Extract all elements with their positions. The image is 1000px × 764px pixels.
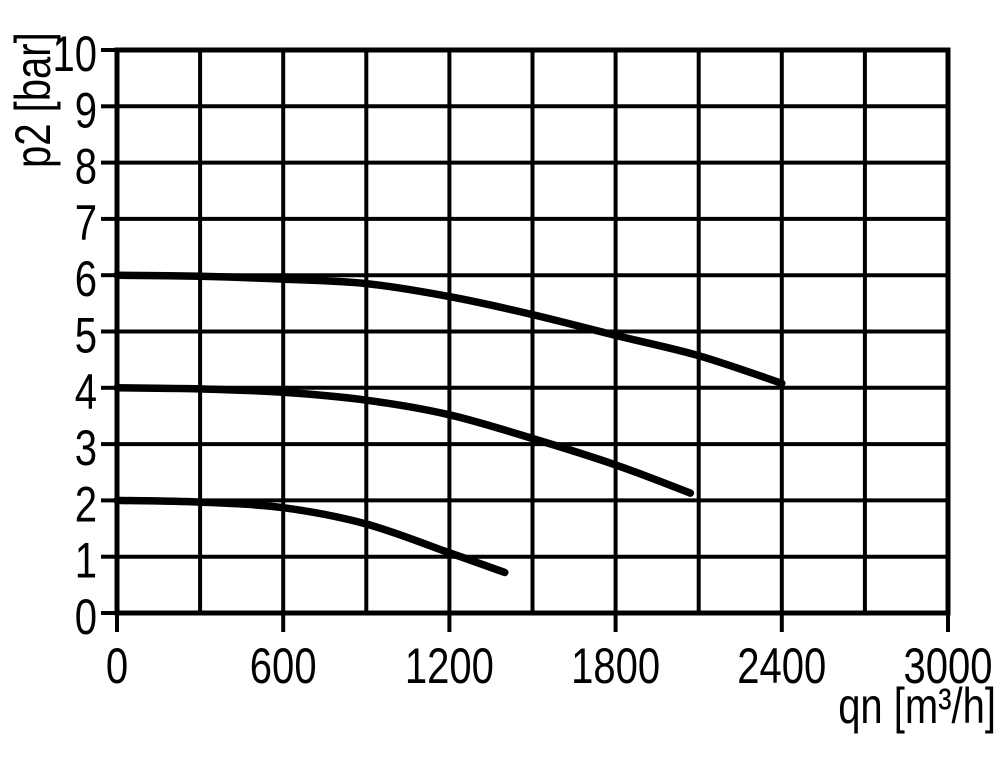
y-tick-label: 8 (75, 139, 97, 195)
x-tick-label: 600 (250, 638, 317, 694)
axis-label-layer: p2 [bar] qn [m³/h] (5, 32, 996, 734)
y-tick-label: 3 (75, 420, 97, 476)
y-tick-label: 10 (53, 26, 98, 82)
y-axis-label: p2 [bar] (5, 32, 61, 168)
x-axis-label: qn [m³/h] (838, 678, 996, 734)
x-tick-label: 0 (106, 638, 128, 694)
x-tick-label: 1200 (405, 638, 494, 694)
y-tick-label: 4 (75, 364, 97, 420)
y-tick-label: 0 (75, 589, 97, 645)
grid-layer (117, 50, 948, 613)
x-tick-label: 1800 (571, 638, 660, 694)
curve-2-bar-curve (113, 496, 509, 577)
plot-border-layer (114, 47, 951, 616)
x-tick-label: 2400 (737, 638, 826, 694)
curve-layer (113, 271, 786, 577)
curve-4-bar-curve (113, 384, 695, 497)
plot-border (114, 47, 951, 616)
y-tick-label: 2 (75, 476, 97, 532)
x-tick-label: 3000 (904, 638, 993, 694)
y-tick-label: 7 (75, 195, 97, 251)
y-tick-label: 5 (75, 308, 97, 364)
curve-6-bar-curve (113, 271, 786, 388)
y-tick-label: 9 (75, 82, 97, 138)
y-tick-label: 1 (75, 533, 97, 589)
y-tick-label: 6 (75, 251, 97, 307)
